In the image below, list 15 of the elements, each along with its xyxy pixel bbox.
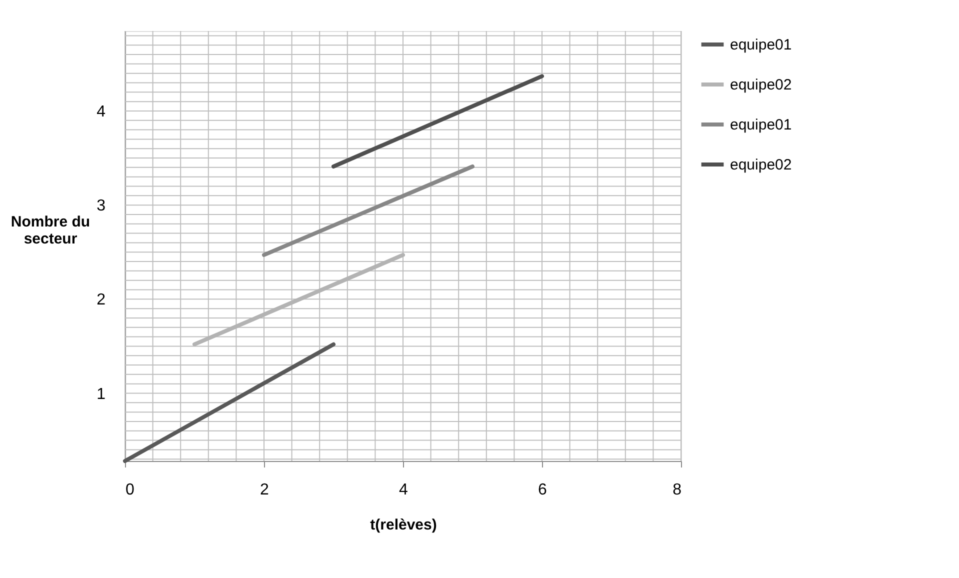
y-axis-title: Nombre du secteur [10,214,90,248]
legend-label: equipe01 [730,36,792,54]
x-axis-title: t(relèves) [370,516,437,534]
y-tick-label: 1 [96,386,106,403]
y-tick-label: 3 [96,198,106,215]
legend-label: equipe02 [730,76,792,94]
legend-label: equipe01 [730,116,792,134]
y-tick-label: 4 [96,103,106,120]
legend-label: equipe02 [730,156,792,174]
x-tick-label: 6 [538,482,548,498]
x-tick-label: 4 [399,482,408,498]
y-tick-label: 2 [96,292,106,309]
x-tick-label: 0 [126,482,134,498]
x-tick-label: 2 [260,482,270,498]
x-tick-label: 8 [672,482,682,498]
